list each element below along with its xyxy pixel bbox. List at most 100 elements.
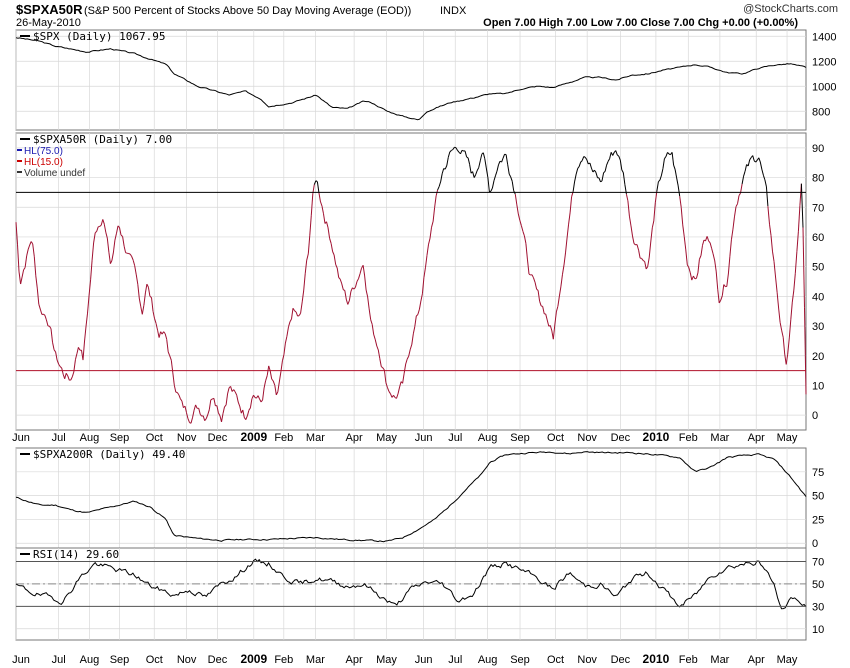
spxa50r-segment-429 [668, 153, 671, 156]
spxa50r-segment-185 [297, 315, 300, 317]
spxa50r-segment-94 [158, 331, 162, 338]
spxa50r-segment-57 [102, 219, 105, 225]
spxa50r-segment-496 [770, 235, 773, 252]
spxa50r-segment-184 [295, 311, 299, 317]
spxa50r-segment-52 [94, 231, 98, 234]
spxa50r-segment-481 [747, 159, 751, 167]
spxa50r-ytick-30: 30 [812, 321, 824, 333]
spxa50r-segment-229 [364, 275, 367, 291]
spxa50r-segment-344 [539, 301, 542, 306]
spxa50r-segment-106 [176, 392, 180, 396]
spxa50r-segment-92 [155, 323, 159, 331]
rsi-label: RSI(14) 29.60 [33, 548, 119, 561]
spxa50r-segment-74 [128, 253, 131, 255]
spxa50r-segment-116 [192, 409, 195, 418]
spxa50r-segment-489 [759, 161, 763, 170]
spxa50r-segment-341 [534, 282, 538, 290]
spxa50r-segment-20 [45, 319, 49, 327]
spxa50r-segment-421 [656, 181, 659, 192]
xtick-bottom-Nov: Nov [177, 654, 197, 666]
spxa50r-segment-378 [590, 167, 594, 173]
spxa50r-segment-331 [519, 220, 522, 226]
spxa50r-segment-342 [536, 288, 539, 291]
spxa50r-segment-266 [420, 293, 423, 302]
spxa50r-segment-146 [237, 401, 241, 407]
xtick-mid-Aug: Aug [478, 432, 498, 444]
spxa50r-segment-340 [533, 277, 536, 283]
spxa50r-segment-65 [114, 233, 117, 241]
spxa50r-segment-422 [658, 179, 661, 183]
spxa50r-ytick-20: 20 [812, 351, 824, 363]
spxa50r-segment-315 [495, 170, 498, 176]
spxa50r-segment-245 [388, 391, 391, 395]
xtick-bottom-Nov: Nov [577, 654, 597, 666]
spxa50r-segment-267 [421, 277, 425, 294]
xtick-bottom-May: May [376, 654, 397, 666]
spxa50r-segment-374 [584, 157, 588, 160]
spxa50r-segment-233 [370, 319, 373, 325]
xtick-bottom-Feb: Feb [679, 654, 698, 666]
spxa50r-segment-417 [650, 227, 653, 243]
spxa50r-segment-317 [498, 161, 501, 165]
spxa50r-segment-408 [636, 244, 640, 251]
spxa50r-segment-282 [444, 165, 448, 170]
spxa50r-segment-64 [112, 240, 116, 253]
spxa50r-segment-320 [502, 154, 506, 159]
xtick-bottom-2010: 2010 [643, 652, 670, 666]
spxa50r-segment-285 [449, 150, 452, 153]
spxa50r-segment-9 [29, 241, 32, 246]
spxa50r-segment-178 [286, 326, 289, 337]
spxa200r-ytick-75: 75 [812, 467, 824, 479]
spxa50r-segment-445 [692, 275, 696, 280]
spxa50r-segment-118 [195, 404, 198, 409]
spxa50r-segment-252 [399, 381, 402, 388]
spxa50r-segment-194 [310, 193, 314, 216]
spxa50r-segment-493 [765, 186, 769, 207]
spxa50r-segment-34 [67, 375, 70, 381]
spxa50r-segment-439 [683, 236, 687, 250]
spxa50r-segment-272 [429, 227, 432, 239]
spxa50r-segment-51 [93, 232, 96, 244]
xtick-bottom-May: May [777, 654, 798, 666]
spxa50r-segment-180 [289, 318, 292, 322]
spxa50r-segment-147 [239, 406, 242, 414]
spxa50r-segment-514 [797, 205, 801, 232]
spxa50r-segment-500 [776, 292, 780, 309]
spxa50r-segment-32 [64, 373, 67, 379]
spxa50r-segment-298 [469, 164, 472, 174]
spxa50r-segment-206 [329, 238, 332, 244]
spxa50r-segment-60 [106, 238, 110, 253]
spxa50r-segment-5 [23, 267, 26, 271]
spxa50r-segment-137 [224, 404, 227, 408]
spxa50r-segment-482 [749, 157, 752, 161]
spxa50r-segment-246 [390, 393, 393, 398]
spxa50r-segment-474 [737, 195, 740, 204]
spxa50r-segment-236 [374, 339, 378, 347]
spxa50r-segment-434 [676, 177, 679, 186]
spxa50r-segment-156 [253, 394, 256, 398]
xtick-mid-Feb: Feb [274, 432, 293, 444]
spxa50r-segment-517 [802, 227, 805, 308]
xtick-bottom-Mar: Mar [306, 654, 325, 666]
spxa50r-segment-438 [682, 224, 685, 237]
spxa50r-segment-157 [254, 397, 257, 399]
xtick-mid-Dec: Dec [208, 432, 228, 444]
spxa50r-segment-66 [116, 225, 119, 234]
spxa50r-segment-13 [35, 275, 38, 289]
spxa50r-segment-211 [336, 267, 340, 278]
spxa50r-segment-473 [735, 203, 738, 207]
spxa50r-segment-504 [782, 337, 786, 355]
spxa50r-segment-297 [467, 157, 471, 165]
spxa50r-segment-310 [487, 177, 490, 193]
spxa50r-segment-164 [265, 375, 268, 381]
spxa50r-segment-242 [383, 369, 387, 383]
spxa50r-segment-491 [762, 175, 766, 181]
spxa50r-segment-286 [451, 149, 454, 151]
spxa50r-segment-330 [517, 213, 521, 221]
spxa50r-segment-1 [17, 244, 20, 272]
spxa50r-segment-495 [769, 224, 772, 236]
spxa50r-segment-311 [489, 190, 492, 193]
spxa50r-segment-290 [457, 149, 460, 153]
xtick-bottom-Dec: Dec [611, 654, 631, 666]
